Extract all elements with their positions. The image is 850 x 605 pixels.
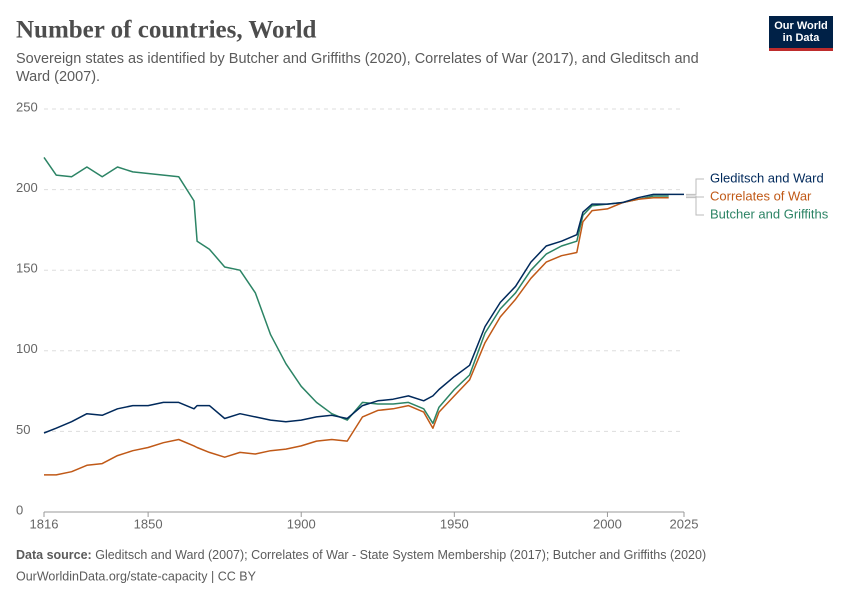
legend-connector <box>686 195 704 216</box>
logo[interactable]: Our World in Data <box>769 16 833 51</box>
source-text: Gleditsch and Ward (2007); Correlates of… <box>95 548 706 562</box>
x-tick-label: 1816 <box>30 516 59 531</box>
logo-bar <box>769 48 833 51</box>
logo-bg <box>769 16 833 50</box>
y-tick-label: 150 <box>16 261 38 276</box>
legend-label: Butcher and Griffiths <box>710 206 829 221</box>
chart-subtitle: Sovereign states as identified by Butche… <box>16 51 699 85</box>
legend-label: Correlates of War <box>710 188 812 203</box>
url-line: OurWorldinData.org/state-capacity | CC B… <box>16 569 257 583</box>
logo-box: Our World in Data <box>774 20 828 44</box>
chart-title: Number of countries, World <box>16 17 317 44</box>
y-tick-label: 200 <box>16 180 38 195</box>
y-tick-label: 100 <box>16 341 38 356</box>
legend-connector <box>686 178 704 195</box>
x-tick-label: 2000 <box>593 516 622 531</box>
x-tick-label: 1850 <box>134 516 163 531</box>
source-line: Data source: Gleditsch and Ward (2007); … <box>16 548 706 562</box>
x-tick-label: 1900 <box>287 516 316 531</box>
series-line <box>43 193 684 434</box>
y-tick-label: 0 <box>16 502 23 517</box>
y-tick-label: 250 <box>16 99 38 114</box>
source-label: Data source: <box>16 548 92 562</box>
x-tick-label: 2025 <box>670 516 699 531</box>
series-line <box>44 196 669 476</box>
x-tick-label: 1950 <box>440 516 469 531</box>
y-tick-label: 50 <box>16 422 30 437</box>
series-line <box>43 156 669 425</box>
legend-label: Gleditsch and Ward <box>710 170 824 185</box>
logo-text: Our World in Data <box>774 20 828 44</box>
subtitle-box: Sovereign states as identified by Butche… <box>16 51 699 85</box>
legend-connector <box>686 196 704 199</box>
